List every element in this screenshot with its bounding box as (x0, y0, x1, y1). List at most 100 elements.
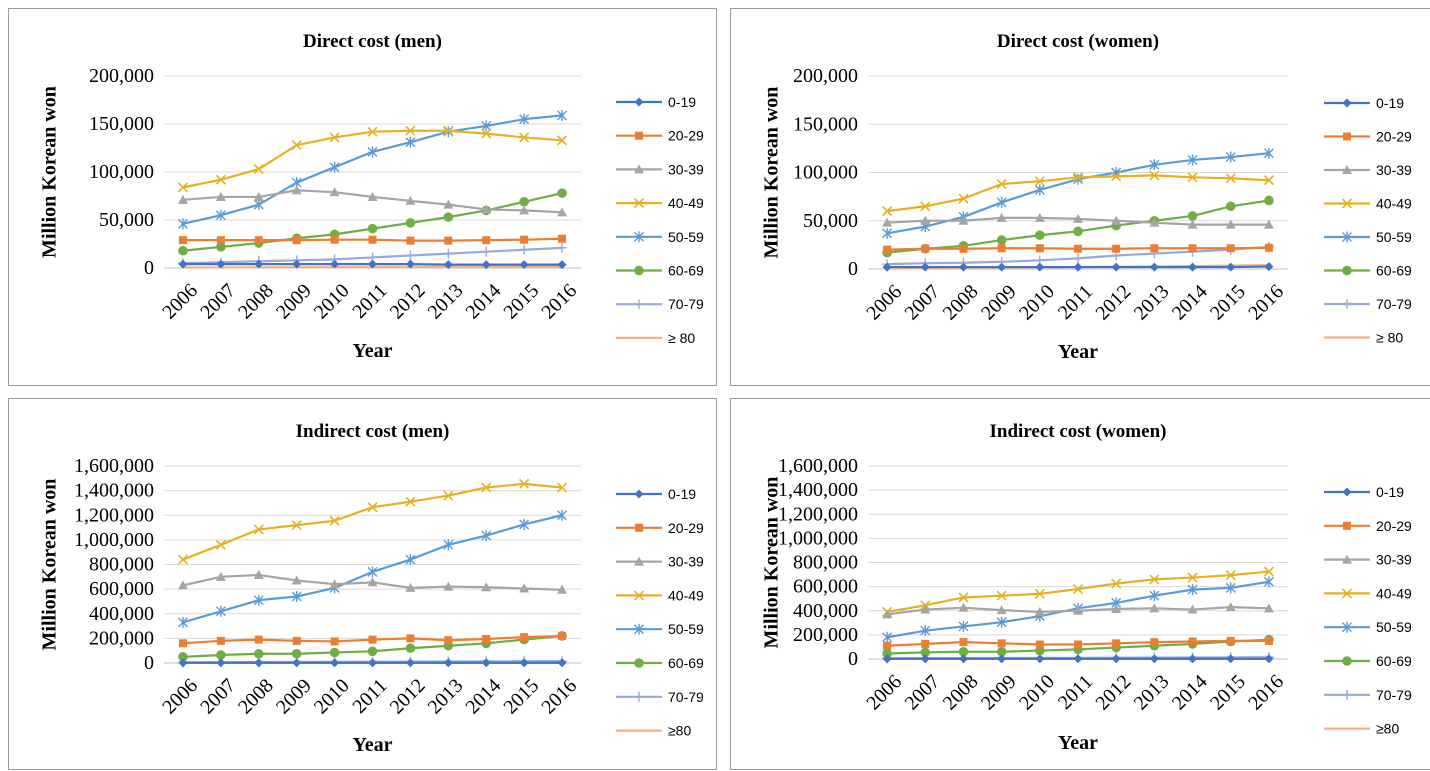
data-point (482, 236, 490, 244)
line-chart-direct-women: Direct cost (women)050,000100,000150,000… (731, 9, 1430, 387)
legend-label: 50-59 (668, 229, 704, 245)
data-point (254, 649, 264, 659)
data-point (1112, 654, 1121, 663)
legend-item-30-39: 30-39 (616, 554, 704, 570)
data-point (255, 636, 263, 644)
x-tick-label: 2016 (537, 280, 581, 324)
x-tick-label: 2013 (1130, 671, 1174, 715)
data-point (443, 249, 453, 259)
data-point (558, 235, 566, 243)
data-point (1150, 244, 1158, 252)
data-point (1150, 654, 1159, 663)
data-point (406, 218, 416, 228)
legend-item-0-19: 0-19 (616, 94, 696, 110)
series-20-29 (179, 235, 566, 245)
legend-label: ≥80 (668, 723, 691, 739)
data-point (997, 235, 1007, 245)
legend-marker (635, 490, 644, 499)
data-point (1112, 263, 1121, 272)
x-tick-label: 2012 (1091, 281, 1135, 325)
y-tick-label: 50,000 (99, 209, 154, 231)
legend-item-80: ≥80 (1324, 721, 1399, 737)
data-point (997, 654, 1006, 663)
x-tick-label: 2012 (386, 280, 430, 324)
legend-label: 60-69 (1376, 653, 1412, 669)
x-tick-label: 2009 (977, 281, 1021, 325)
legend-label: 50-59 (668, 621, 704, 637)
data-point (178, 555, 187, 564)
data-point (179, 639, 187, 647)
x-tick-label: 2014 (1168, 281, 1212, 325)
legend-label: 20-29 (1376, 518, 1412, 534)
x-tick-label: 2014 (462, 280, 506, 324)
x-tick-label: 2007 (196, 675, 240, 719)
x-tick-label: 2006 (862, 281, 906, 325)
legend-item-60-69: 60-69 (1324, 263, 1412, 279)
legend-label: ≥ 80 (668, 330, 695, 346)
legend-label: 0-19 (1376, 95, 1404, 111)
data-point (405, 251, 415, 261)
legend-label: 70-79 (668, 296, 704, 312)
legend-label: 0-19 (1376, 484, 1404, 500)
x-tick-label: 2010 (1015, 281, 1059, 325)
legend-label: 30-39 (668, 161, 704, 177)
data-point (368, 224, 378, 234)
x-tick-label: 2008 (939, 671, 983, 715)
x-tick-label: 2011 (348, 280, 391, 323)
legend-label: 50-59 (1376, 229, 1412, 245)
legend-item-70-79: 70-79 (616, 689, 704, 705)
data-point (293, 236, 301, 244)
data-point (179, 236, 187, 244)
y-tick-label: 50,000 (803, 210, 858, 232)
legend-marker (1342, 266, 1352, 276)
x-tick-label: 2007 (901, 671, 945, 715)
legend-item-60-69: 60-69 (616, 263, 704, 279)
data-point (1188, 263, 1197, 272)
x-tick-label: 2008 (939, 281, 983, 325)
x-tick-label: 2016 (1244, 671, 1288, 715)
data-point (1188, 211, 1198, 221)
legend-item-60-69: 60-69 (1324, 653, 1412, 669)
data-point (1264, 654, 1273, 663)
y-axis-label: Million Korean won (39, 479, 61, 651)
y-tick-label: 1,200,000 (74, 504, 154, 526)
data-point (482, 635, 490, 643)
y-tick-label: 1,400,000 (778, 479, 858, 501)
y-tick-label: 800,000 (89, 554, 154, 576)
y-tick-label: 800,000 (793, 552, 858, 574)
x-tick-label: 2016 (537, 675, 581, 719)
y-tick-label: 200,000 (793, 624, 858, 646)
legend-label: ≥80 (1376, 721, 1399, 737)
legend-marker (1343, 133, 1351, 141)
data-point (998, 639, 1006, 647)
series-line (183, 131, 562, 188)
chart-title: Direct cost (men) (303, 31, 442, 52)
y-axis-label: Million Korean won (761, 477, 783, 649)
x-tick-label: 2012 (386, 675, 430, 719)
legend-item-50-59: 50-59 (1324, 619, 1412, 635)
data-point (406, 237, 414, 245)
data-point (921, 640, 929, 648)
chart-title: Indirect cost (women) (990, 421, 1167, 442)
line-chart-direct-men: Direct cost (men)050,000100,000150,00020… (9, 9, 718, 387)
series-0-19 (178, 658, 566, 667)
series-0-19 (883, 654, 1274, 663)
legend-item-0-19: 0-19 (1324, 484, 1404, 500)
data-point (997, 263, 1006, 272)
legend-item-80: ≥ 80 (616, 330, 695, 346)
data-point (178, 246, 188, 256)
legend-label: 40-49 (1376, 196, 1412, 212)
legend-item-30-39: 30-39 (1324, 552, 1412, 568)
y-tick-label: 200,000 (793, 65, 858, 87)
data-point (1265, 244, 1273, 252)
x-tick-label: 2015 (499, 280, 543, 324)
y-tick-label: 1,600,000 (778, 455, 858, 477)
series-50-59 (178, 110, 566, 229)
data-point (331, 637, 339, 645)
legend-label: 20-29 (668, 520, 704, 536)
x-tick-label: 2013 (1130, 281, 1174, 325)
data-point (481, 247, 491, 257)
legend-label: 60-69 (1376, 263, 1412, 279)
legend-label: 40-49 (668, 195, 704, 211)
